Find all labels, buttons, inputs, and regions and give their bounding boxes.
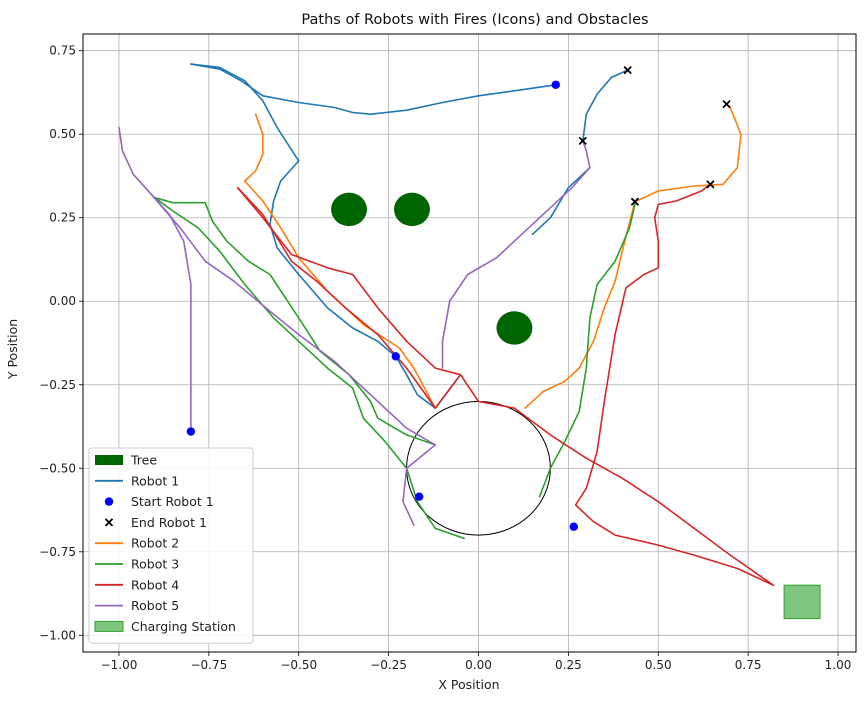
legend-handle-tree [95, 455, 123, 465]
robot-4-path [236, 186, 462, 409]
robot-3-path [538, 203, 636, 498]
y-tick-label: −0.25 [39, 378, 76, 392]
legend-label: Robot 2 [131, 536, 179, 551]
legend-entry: Robot 4 [95, 577, 179, 592]
x-tick-label: 0.75 [735, 658, 762, 672]
x-tick-label: −0.50 [280, 658, 317, 672]
legend-label: Charging Station [131, 619, 236, 634]
robot-2-path [244, 113, 264, 182]
robot-4-path [236, 186, 437, 409]
robot-1-path [269, 160, 462, 409]
end-point [623, 65, 632, 75]
y-axis-ticks: −1.00 −0.75 −0.50 −0.25 0.00 0.25 0.50 0.75 [39, 44, 83, 642]
end-point [578, 136, 587, 146]
robot-1-path [581, 69, 629, 142]
robot-2-path [524, 200, 636, 409]
legend-label: Robot 4 [131, 577, 179, 592]
legend-label: Tree [130, 453, 157, 468]
y-tick-label: 0.00 [49, 294, 76, 308]
plot-area [118, 63, 821, 620]
legend-entry: Start Robot 1 [104, 494, 214, 509]
robot-5-path [402, 444, 437, 526]
robot-5-path [118, 126, 192, 433]
end-point [706, 180, 715, 189]
charging-station [783, 584, 821, 620]
legend-entry: Charging Station [94, 619, 236, 634]
legend-label: Robot 5 [131, 598, 179, 613]
robot-4-path [574, 183, 775, 587]
x-axis-label: X Position [438, 677, 499, 692]
robot-1-path [531, 166, 591, 236]
start-point [551, 80, 560, 89]
x-tick-label: 0.00 [465, 658, 492, 672]
legend-label: Robot 3 [131, 557, 179, 572]
y-tick-label: 0.75 [49, 44, 76, 58]
legend: Tree Robot 1 Start Robot 1 End Robot 1 Robot… [88, 447, 254, 644]
x-tick-label: 0.25 [555, 658, 582, 672]
x-tick-label: −0.25 [370, 658, 407, 672]
x-tick-label: 0.50 [645, 658, 672, 672]
x-axis-ticks: −1.00 −0.75 −0.50 −0.25 0.00 0.25 0.50 0.75 1.00 [101, 652, 852, 672]
robot-1-path [190, 63, 300, 162]
end-point [722, 100, 731, 109]
start-point [186, 427, 196, 436]
y-axis-label: Y Position [5, 319, 20, 380]
legend-entry: Robot 1 [95, 473, 179, 488]
robot-1-path [190, 63, 557, 115]
legend-label: Robot 1 [131, 473, 179, 488]
y-tick-label: −0.50 [39, 461, 76, 475]
legend-label: Start Robot 1 [131, 494, 214, 509]
robot-4-path [459, 373, 775, 587]
axes-frame [82, 33, 857, 653]
y-tick-label: −1.00 [39, 628, 76, 642]
legend-handle-start [104, 497, 114, 506]
legend-entry: Robot 3 [95, 557, 179, 572]
robot-2-path [634, 103, 742, 203]
legend-handle-charging [94, 620, 124, 632]
x-tick-label: 1.00 [825, 658, 852, 672]
start-point [391, 352, 400, 361]
tree-obstacle [331, 192, 368, 227]
y-tick-label: 0.25 [49, 211, 76, 225]
robot-5-path [150, 193, 437, 446]
x-tick-label: −0.75 [190, 658, 227, 672]
x-tick-label: −1.00 [101, 658, 138, 672]
legend-entry: Robot 5 [95, 598, 179, 613]
y-tick-label: −0.75 [39, 545, 76, 559]
robot-5-path [441, 140, 591, 369]
end-point [630, 197, 640, 206]
legend-label: End Robot 1 [131, 515, 207, 530]
tree-obstacle [393, 192, 430, 227]
start-point [569, 522, 578, 531]
legend-box [88, 447, 254, 644]
legend-entry: Robot 2 [95, 536, 179, 551]
legend-entry: Tree [95, 453, 157, 468]
y-tick-label: 0.50 [49, 127, 76, 141]
chart-title: Paths of Robots with Fires (Icons) and O… [301, 12, 648, 28]
legend-entry: End Robot 1 [104, 515, 207, 530]
start-point [414, 492, 424, 501]
robot-3-path [154, 196, 437, 446]
robot-3-path [154, 196, 465, 540]
tree-obstacle [496, 311, 533, 345]
